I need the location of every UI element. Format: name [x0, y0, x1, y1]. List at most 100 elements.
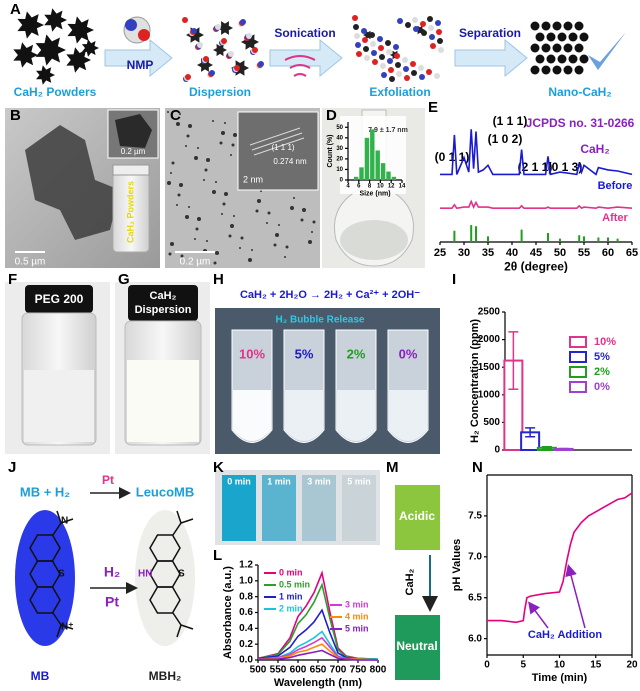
legend-label: 4 min	[345, 611, 369, 621]
state-label: Acidic	[399, 509, 435, 523]
y-tick-label: 0.6	[239, 607, 253, 618]
nanoparticle	[568, 32, 578, 42]
panel-j: MB + H₂ Pt LeucoMB N S N⁺ HN S H₂ Pt MB MBH₂	[15, 473, 195, 683]
legend-label: 1 min	[279, 591, 303, 601]
y-tick-label: 7.5	[468, 511, 482, 522]
nanoparticle	[230, 224, 234, 228]
y-tick-label: 500	[483, 417, 500, 428]
cuvette	[222, 475, 256, 541]
vial-label: PEG 200	[35, 292, 84, 306]
x-tick-label: 550	[270, 665, 287, 676]
nanoparticle	[176, 204, 178, 206]
nanoparticle	[579, 54, 589, 64]
x-tick-label: 12	[388, 184, 395, 190]
nanoparticle	[535, 32, 545, 42]
dispersion	[340, 220, 408, 260]
step-label: Exfoliation	[369, 85, 430, 99]
nanoparticle	[206, 240, 208, 242]
nanoparticle	[186, 134, 190, 138]
solvent-molecule	[185, 74, 191, 80]
arrow-label: Separation	[459, 26, 521, 40]
solvent-molecule	[437, 38, 443, 44]
nanoparticle	[312, 220, 316, 224]
step-label: Dispersion	[189, 85, 251, 99]
nanoparticle	[255, 209, 259, 213]
nanoparticle	[568, 54, 578, 64]
y-tick-label: 1500	[478, 362, 501, 373]
solvent-molecule	[380, 63, 386, 69]
solvent-molecule	[419, 74, 425, 80]
nanoparticle	[221, 213, 223, 215]
nanoparticle	[251, 249, 253, 251]
x-tick-label: 30	[458, 247, 470, 259]
solvent-molecule	[426, 69, 432, 75]
x-tick-label: 45	[530, 247, 542, 259]
powder-cluster	[35, 34, 66, 66]
solvent-molecule	[430, 43, 436, 49]
y-tick-label: 0.8	[239, 591, 253, 602]
y-tick-label: 2000	[478, 334, 501, 345]
nanoparticle	[535, 54, 545, 64]
dimethylamino	[172, 510, 194, 536]
x-tick-label: 25	[434, 247, 446, 259]
x-tick-label: 10	[554, 660, 566, 671]
annotation: 7.9 ± 1.7 nm	[368, 127, 408, 134]
solvent-molecule	[377, 36, 383, 42]
reactants: MB + H₂	[20, 484, 70, 499]
molecule-name: MBH₂	[149, 669, 182, 683]
solvent-molecule	[420, 21, 426, 27]
panel-letter: I	[452, 271, 456, 288]
tube-label: 10%	[239, 346, 265, 361]
annotation: (0 1 3)	[548, 160, 583, 174]
nanoparticle	[563, 21, 573, 31]
mbh2-highlight	[135, 510, 195, 646]
solvent-molecule	[410, 61, 416, 67]
panel-k: 0 min 1 min 3 min 5 min	[215, 470, 380, 545]
legend-label: 0%	[594, 381, 610, 393]
solvent-molecule	[436, 29, 442, 35]
powder-cluster	[13, 42, 39, 68]
atom: HN	[138, 569, 152, 580]
legend-label: 2 min	[279, 603, 303, 613]
solvent-molecule	[411, 70, 417, 76]
legend-swatch	[569, 366, 587, 378]
error-bar	[508, 331, 519, 391]
nanoparticle	[228, 234, 232, 238]
panel-letter: J	[8, 459, 16, 476]
dimethylamino	[52, 510, 74, 536]
series-line	[487, 492, 633, 624]
x-axis-label: Time (min)	[532, 672, 588, 684]
x-axis-label: Size (nm)	[359, 191, 390, 198]
solvent-molecule	[246, 33, 252, 39]
solvent-molecule	[381, 72, 387, 78]
time-label: 5 min	[347, 476, 371, 486]
nanoparticle	[563, 65, 573, 75]
panel-letter: F	[8, 271, 17, 288]
powder-cluster	[67, 16, 94, 44]
nanoparticle	[557, 54, 567, 64]
solvent-molecule	[394, 53, 400, 59]
solvent-molecule	[191, 28, 197, 34]
solvent-molecule	[396, 71, 402, 77]
panel-a: CaH₂ Powders Dispersion Exfoliation Nano…	[14, 16, 626, 99]
solvent-molecule	[403, 66, 409, 72]
tube-liquid	[337, 390, 375, 441]
nanoparticle	[224, 122, 226, 124]
nanoparticle	[197, 217, 201, 221]
nanoparticle	[557, 32, 567, 42]
x-tick-label: 500	[250, 665, 267, 676]
y-tick-label: 10	[336, 167, 343, 173]
x-tick-label: 600	[290, 665, 307, 676]
nanoparticle	[239, 247, 241, 249]
error-bar	[525, 427, 536, 438]
x-tick-label: 20	[626, 660, 638, 671]
nanoparticle	[197, 147, 199, 149]
step-label: CaH₂ Powders	[14, 85, 97, 99]
acidic-box	[395, 485, 440, 550]
dispersed-cluster	[186, 27, 204, 43]
series-line	[440, 129, 633, 176]
solvent-molecule	[182, 17, 188, 23]
solvent-molecule	[215, 24, 221, 30]
dimethylamino	[172, 612, 194, 638]
histogram-bar	[375, 150, 380, 180]
